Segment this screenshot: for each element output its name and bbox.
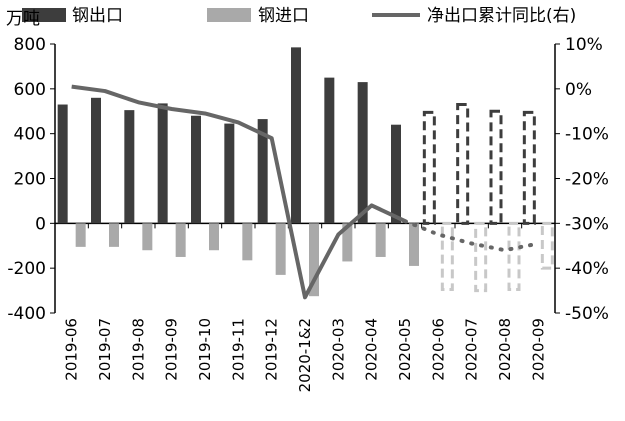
bar-export xyxy=(57,104,68,224)
y-right-tick-label: -20% xyxy=(565,170,609,190)
x-tick-label: 2019-11 xyxy=(229,318,247,381)
y-right-tick-label: -10% xyxy=(565,125,609,145)
x-tick-label: 2019-08 xyxy=(129,318,147,381)
y-right-tick-label: 10% xyxy=(565,35,603,55)
bar-import xyxy=(409,223,419,266)
x-tick-label: 2020-06 xyxy=(429,318,447,381)
y-left-tick-label: -400 xyxy=(7,304,46,324)
x-tick-label: 2019-10 xyxy=(196,318,214,381)
bar-export xyxy=(391,124,401,224)
x-tick-label: 2019-09 xyxy=(163,318,181,381)
y-left-tick-label: 800 xyxy=(14,35,46,55)
bar-export xyxy=(357,82,368,224)
y-left-tick-label: 600 xyxy=(14,80,46,100)
legend-swatch-import xyxy=(207,8,251,22)
ratio-line xyxy=(71,84,406,300)
legend-label-import: 钢进口 xyxy=(258,6,309,26)
x-tick-label: 2020-04 xyxy=(363,318,381,381)
y-left-tick-label: 0 xyxy=(35,214,46,234)
y-left-tick-label: 200 xyxy=(14,170,46,190)
bar-export xyxy=(191,115,201,224)
y-right-tick-label: 0% xyxy=(565,80,592,100)
bar-import xyxy=(109,223,119,247)
x-tick-label: 2020-08 xyxy=(496,318,514,381)
chart-axes xyxy=(50,43,560,314)
bar-export xyxy=(157,103,168,224)
chart-legend: 钢出口 钢进口 净出口累计同比(右) xyxy=(22,6,576,26)
y-left-tick-label: 400 xyxy=(14,125,46,145)
chart-lines xyxy=(71,84,541,300)
bar-export xyxy=(324,77,335,224)
chart-tick-labels: 800 600 400 200 0 -200 -400 10% 0% -10% -20% -30% -4… xyxy=(7,35,609,392)
bar-export-forecast xyxy=(489,109,503,225)
legend-label-ratio: 净出口累计同比(右) xyxy=(427,6,576,26)
bar-import xyxy=(142,223,153,251)
x-tick-label: 2019-07 xyxy=(96,318,114,381)
x-tick-label: 2020-1&2 xyxy=(296,318,314,392)
x-tick-label: 2019-12 xyxy=(263,318,281,381)
bar-import xyxy=(375,223,386,257)
bar-export xyxy=(224,123,235,224)
y-left-tick-label: -200 xyxy=(7,259,46,279)
ratio-line-forecast xyxy=(403,219,541,253)
bar-export xyxy=(291,47,301,224)
y-right-tick-label: -40% xyxy=(565,259,609,279)
y-right-tick-label: -50% xyxy=(565,304,609,324)
bar-import xyxy=(75,223,86,247)
x-tick-label: 2019-06 xyxy=(63,318,81,381)
bar-export-forecast xyxy=(522,110,536,225)
x-tick-label: 2020-09 xyxy=(529,318,547,381)
bar-export-forecast xyxy=(422,110,436,225)
legend-label-export: 钢出口 xyxy=(72,6,123,26)
chart-bars xyxy=(57,47,554,297)
bar-export xyxy=(124,110,135,224)
bar-import-forecast xyxy=(507,221,521,291)
bar-import xyxy=(309,223,319,297)
bar-import xyxy=(342,223,353,262)
x-tick-label: 2020-07 xyxy=(463,318,481,381)
y-right-tick-label: -30% xyxy=(565,214,609,234)
bar-import-forecast xyxy=(474,221,488,293)
bar-export-forecast xyxy=(456,103,470,225)
x-tick-label: 2020-05 xyxy=(396,318,414,381)
bar-import xyxy=(209,223,219,251)
x-tick-label: 2020-03 xyxy=(329,318,347,381)
bar-import xyxy=(275,223,286,275)
bar-import-forecast xyxy=(540,221,554,270)
bar-import-forecast xyxy=(440,221,454,291)
legend-swatch-export xyxy=(22,8,66,22)
bar-export xyxy=(91,97,101,224)
bar-export xyxy=(257,119,268,224)
bar-import xyxy=(242,223,253,261)
y-left-unit-label: 万吨 xyxy=(6,9,40,29)
bar-import xyxy=(175,223,186,257)
